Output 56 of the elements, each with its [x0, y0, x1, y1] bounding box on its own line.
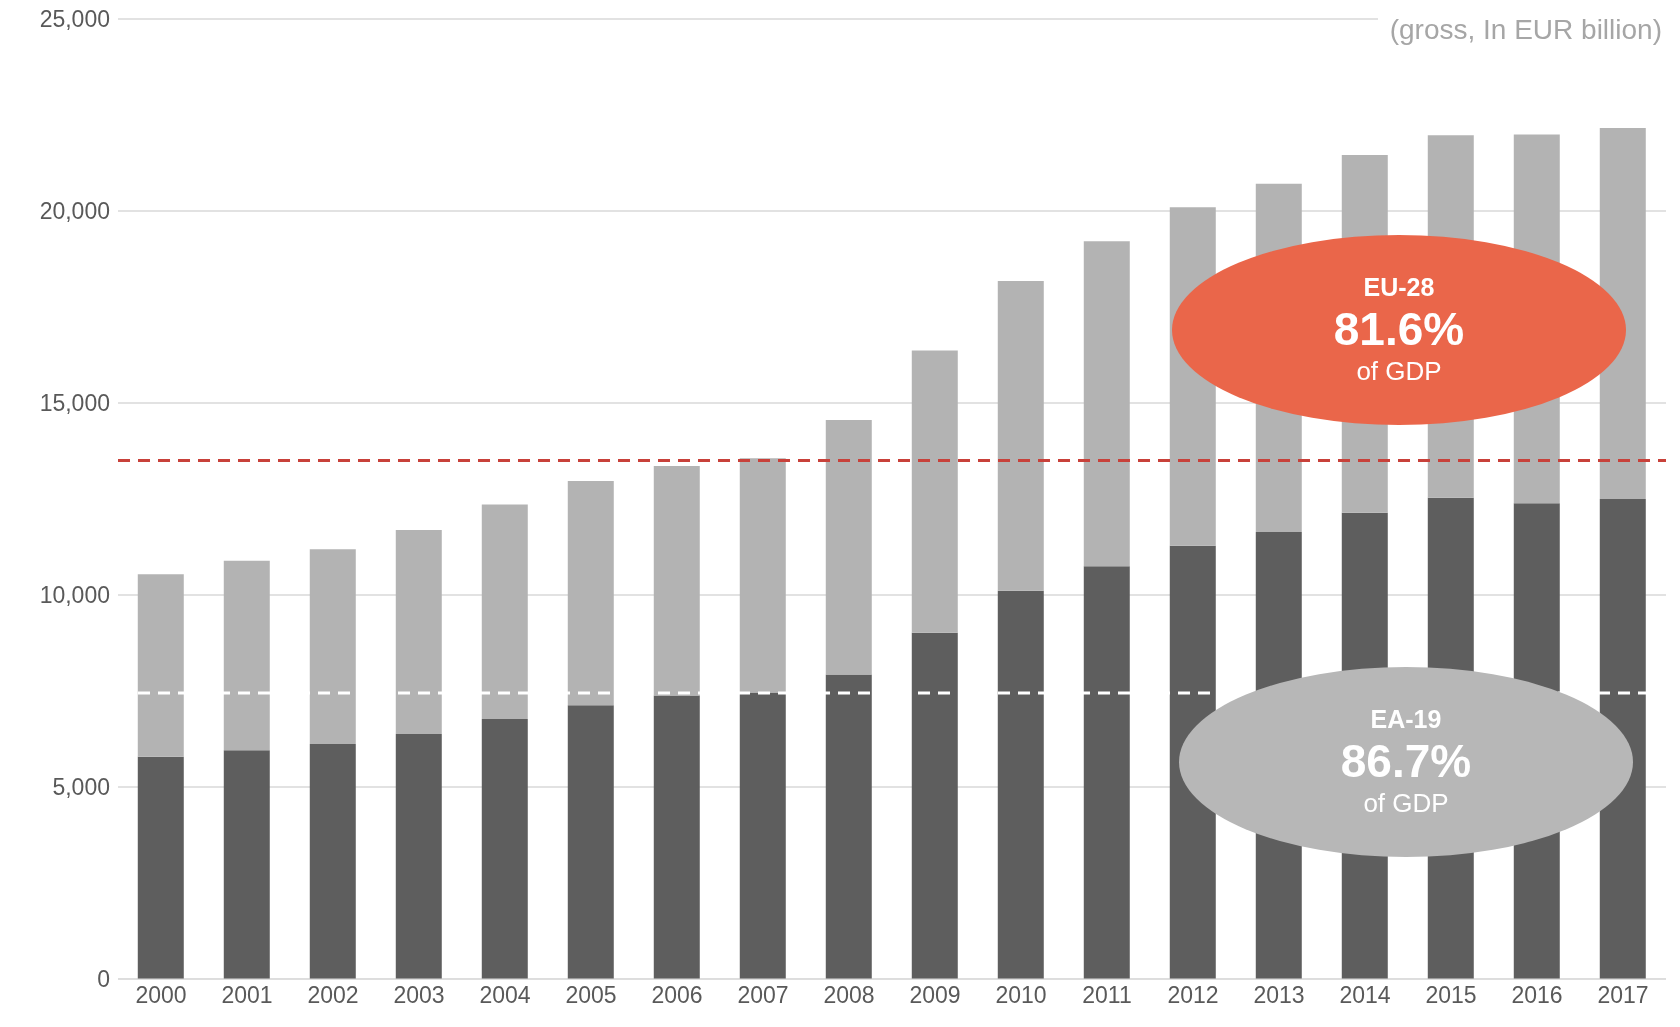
x-tick-label: 2010: [995, 982, 1047, 1009]
bar: [309, 549, 356, 744]
bar: [137, 756, 184, 979]
bar: [395, 734, 442, 979]
annotation: of GDP: [1363, 788, 1449, 819]
x-tick-label: 2006: [651, 982, 703, 1009]
x-tick-label: 2013: [1253, 982, 1305, 1009]
x-tick-label: 2005: [565, 982, 617, 1009]
bar: [481, 719, 528, 979]
bar: [739, 458, 786, 693]
bar: [137, 574, 184, 757]
chart-subtitle: (gross, In EUR billion): [1377, 14, 1668, 50]
bar: [1599, 128, 1646, 499]
bar: [653, 465, 700, 696]
y-tick-label: 5,000: [52, 774, 110, 801]
bar: [653, 695, 700, 979]
y-tick-label: 15,000: [39, 390, 110, 417]
y-tick-label: 25,000: [39, 6, 110, 33]
y-tick-label: 10,000: [39, 582, 110, 609]
bar: [1083, 241, 1130, 567]
bar: [1083, 566, 1130, 979]
x-tick-label: 2017: [1597, 982, 1649, 1009]
x-tick-label: 2009: [909, 982, 961, 1009]
bar: [911, 632, 958, 979]
bar: [567, 705, 614, 979]
annotation: EU-28: [1363, 273, 1435, 302]
x-tick-label: 2003: [393, 982, 445, 1009]
bar: [739, 692, 786, 979]
annotation: EA-19: [1370, 705, 1442, 734]
x-tick-label: 2002: [307, 982, 359, 1009]
bar: [825, 674, 872, 979]
x-tick-label: 2004: [479, 982, 531, 1009]
bar: [567, 480, 614, 706]
bar: [309, 743, 356, 979]
x-tick-label: 2001: [221, 982, 273, 1009]
y-tick-label: 20,000: [39, 198, 110, 225]
bar: [223, 560, 270, 751]
x-tick-label: 2008: [823, 982, 875, 1009]
x-tick-label: 2014: [1339, 982, 1391, 1009]
y-tick-label: 0: [97, 966, 110, 993]
bar: [395, 530, 442, 735]
annotation: of GDP: [1356, 356, 1442, 387]
x-tick-label: 2011: [1082, 982, 1132, 1009]
x-tick-label: 2016: [1511, 982, 1563, 1009]
bar: [481, 504, 528, 720]
x-tick-label: 2015: [1425, 982, 1477, 1009]
annotation: 86.7%: [1340, 734, 1472, 788]
bar: [825, 419, 872, 675]
bar: [911, 350, 958, 633]
x-tick-label: 2000: [135, 982, 187, 1009]
x-tick-label: 2007: [737, 982, 789, 1009]
annotation: 81.6%: [1333, 302, 1465, 356]
x-tick-label: 2012: [1167, 982, 1219, 1009]
bar: [997, 280, 1044, 591]
bar: [223, 750, 270, 979]
bar: [997, 590, 1044, 979]
